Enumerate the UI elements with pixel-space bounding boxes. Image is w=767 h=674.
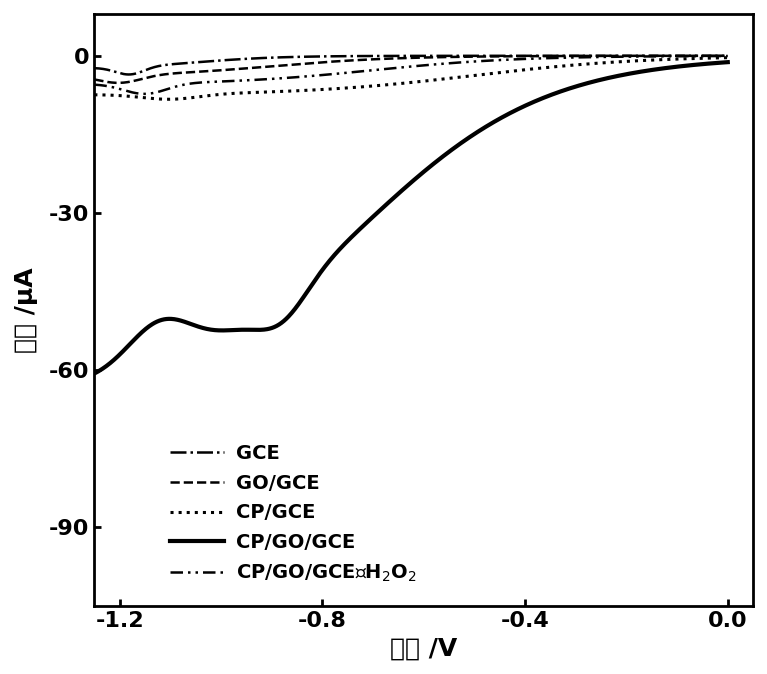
GCE (459, 52, 468, 60)
CP/GO/GCE (129, 337, 138, 345)
no_h2o2 (90, 81, 99, 89)
Y-axis label: 电流 /μA: 电流 /μA (14, 267, 38, 353)
GO/GCE (90, 75, 99, 84)
GO/GCE (636, 52, 645, 60)
GO/GCE (130, 77, 139, 85)
CP/GCE (723, 54, 732, 62)
CP/GCE (129, 92, 138, 100)
CP/GCE (164, 95, 173, 103)
Line: no_h2o2: no_h2o2 (94, 56, 728, 94)
Line: CP/GO/GCE: CP/GO/GCE (94, 62, 728, 373)
no_h2o2 (140, 90, 149, 98)
CP/GO/GCE (90, 369, 99, 377)
Legend: GCE, GO/GCE, CP/GCE, CP/GO/GCE, CP/GO/GCE无H$_2$O$_2$: GCE, GO/GCE, CP/GCE, CP/GO/GCE, CP/GO/GC… (170, 444, 416, 584)
X-axis label: 电位 /V: 电位 /V (390, 636, 457, 660)
Line: GO/GCE: GO/GCE (94, 56, 728, 83)
GCE (475, 52, 484, 60)
CP/GCE (571, 61, 580, 69)
GCE (636, 52, 645, 60)
CP/GO/GCE (493, 116, 502, 124)
CP/GCE (494, 69, 503, 77)
GCE (123, 71, 133, 79)
CP/GCE (459, 73, 468, 81)
GO/GCE (459, 53, 468, 61)
CP/GO/GCE (570, 83, 579, 91)
GO/GCE (723, 52, 732, 60)
CP/GCE (90, 91, 99, 99)
GCE (571, 52, 580, 60)
no_h2o2 (459, 58, 468, 66)
CP/GO/GCE (458, 138, 467, 146)
GO/GCE (494, 53, 503, 61)
GO/GCE (114, 79, 123, 87)
GCE (723, 52, 732, 60)
Line: GCE: GCE (94, 56, 728, 75)
no_h2o2 (636, 53, 645, 61)
CP/GO/GCE (635, 68, 644, 76)
GCE (90, 64, 99, 72)
no_h2o2 (129, 88, 138, 96)
GCE (130, 70, 139, 78)
CP/GO/GCE (723, 58, 732, 66)
no_h2o2 (475, 57, 484, 65)
GCE (494, 52, 503, 60)
CP/GO/GCE (474, 127, 483, 135)
no_h2o2 (571, 53, 580, 61)
GO/GCE (475, 53, 484, 61)
no_h2o2 (723, 52, 732, 60)
Line: CP/GCE: CP/GCE (94, 58, 728, 99)
no_h2o2 (494, 56, 503, 64)
CP/GCE (475, 71, 484, 79)
GO/GCE (571, 52, 580, 60)
CP/GCE (636, 57, 645, 65)
